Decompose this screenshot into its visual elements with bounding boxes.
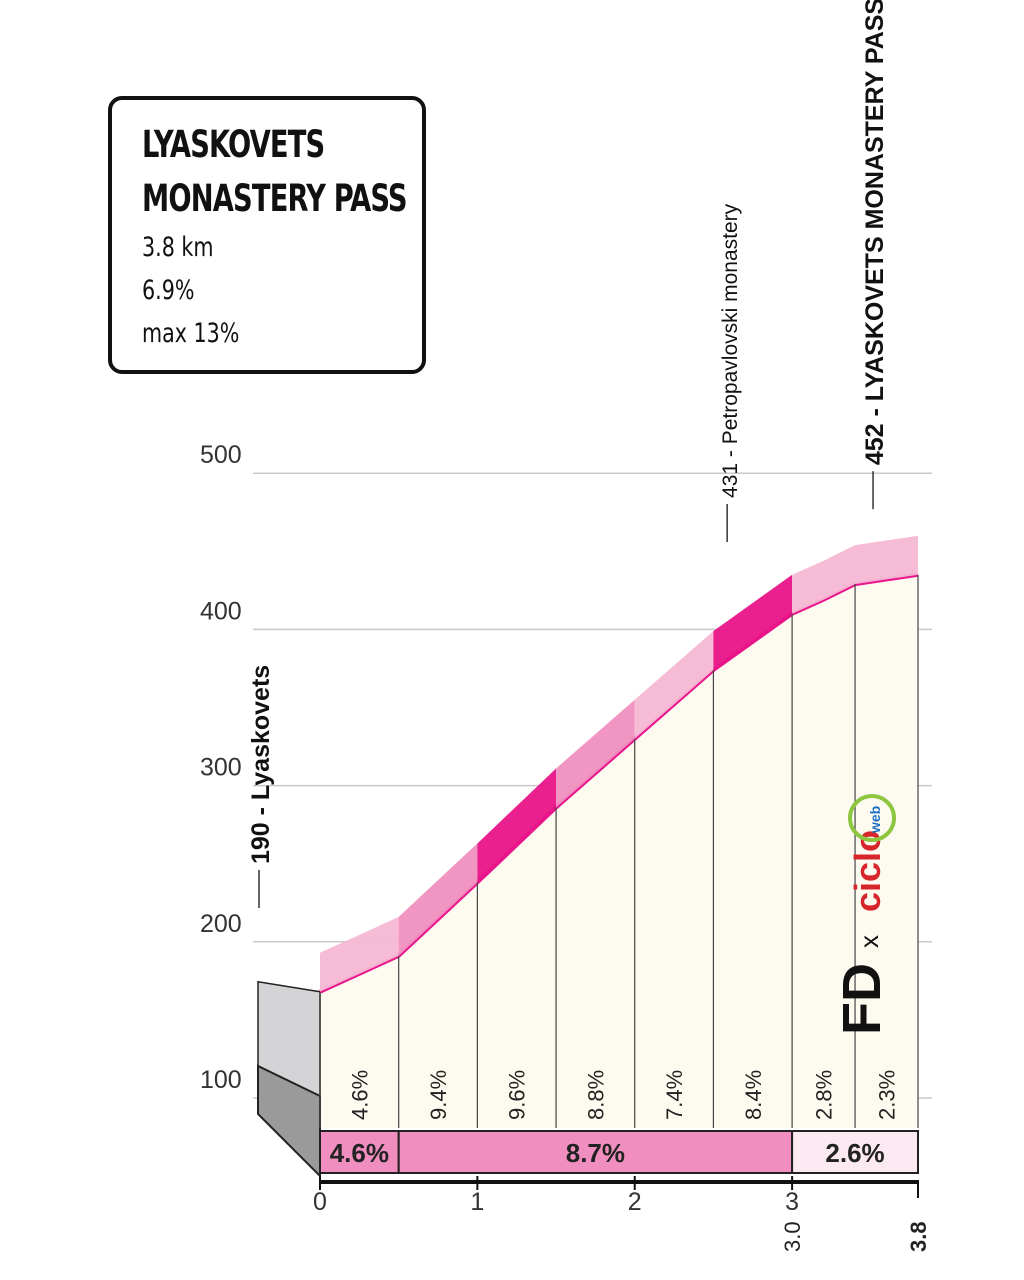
- waypoint-label-0: 190 - Lyaskovets: [247, 665, 275, 864]
- y-tick-label-200: 200: [200, 910, 242, 938]
- y-tick-label-100: 100: [200, 1066, 242, 1094]
- y-tick-label-400: 400: [200, 597, 242, 625]
- summary-bar-2: [791, 1130, 920, 1174]
- fd-cicloweb-logo: FD x ciclo web: [832, 794, 896, 1035]
- x-extra-label-0: 3.0: [780, 1221, 805, 1252]
- summary-bar-0: [319, 1130, 400, 1174]
- profile-ground-fill: [320, 574, 918, 1128]
- segment-gradient-label-0: 4.6%: [347, 1070, 372, 1120]
- climb-distance: 3.8 km: [142, 232, 214, 263]
- y-tick-label-500: 500: [200, 441, 242, 469]
- summary-bar-1: [397, 1130, 794, 1174]
- climb-title-line1: LYASKOVETS: [142, 123, 325, 166]
- climb-info-box: LYASKOVETS MONASTERY PASS 3.8 km 6.9% ma…: [108, 96, 426, 374]
- segment-gradient-label-6: 2.8%: [812, 1070, 837, 1120]
- profile-segment-5: [713, 574, 793, 671]
- x-tick-label-0: 0: [313, 1188, 327, 1216]
- cicloweb-logo-circle: [848, 794, 896, 842]
- climb-max-gradient: max 13%: [142, 318, 240, 349]
- summary-bar-label-0: 4.6%: [330, 1138, 389, 1168]
- profile-segment-3: [556, 699, 635, 808]
- waypoint-label-2: 452 - LYASKOVETS MONASTERY PASS: [861, 0, 889, 465]
- x-extra-label-1: 3.8: [906, 1221, 931, 1252]
- segment-gradient-label-5: 8.4%: [741, 1070, 766, 1120]
- x-tick-label-2: 2: [628, 1188, 642, 1216]
- fd-logo-text: FD: [832, 963, 892, 1035]
- segment-gradient-label-3: 8.8%: [583, 1070, 608, 1120]
- summary-bar-label-2: 2.6%: [825, 1138, 884, 1168]
- profile-segment-6: [792, 545, 856, 614]
- x-tick-label-3: 3: [785, 1188, 799, 1216]
- segment-gradient-label-2: 9.6%: [505, 1070, 530, 1120]
- segment-gradient-label-7: 2.3%: [875, 1070, 900, 1120]
- climb-title-line2: MONASTERY PASS: [142, 177, 408, 220]
- cicloweb-web-text: web: [867, 806, 883, 834]
- climb-avg-gradient: 6.9%: [142, 275, 195, 306]
- y-tick-label-300: 300: [200, 754, 242, 782]
- x-tick-label-1: 1: [470, 1188, 484, 1216]
- profile-segment-7: [855, 535, 918, 585]
- profile-segment-2: [477, 768, 557, 883]
- summary-bar-label-1: 8.7%: [566, 1138, 625, 1168]
- waypoint-label-1: 431 - Petropavlovski monastery: [719, 203, 742, 498]
- profile-segment-4: [634, 631, 714, 739]
- logo-x-text: x: [854, 935, 884, 948]
- segment-gradient-label-4: 7.4%: [662, 1070, 687, 1120]
- profile-segment-1: [398, 843, 478, 956]
- profile-segment-0: [320, 916, 399, 992]
- cicloweb-logo-text: ciclo: [847, 830, 888, 912]
- segment-gradient-label-1: 9.4%: [426, 1070, 451, 1120]
